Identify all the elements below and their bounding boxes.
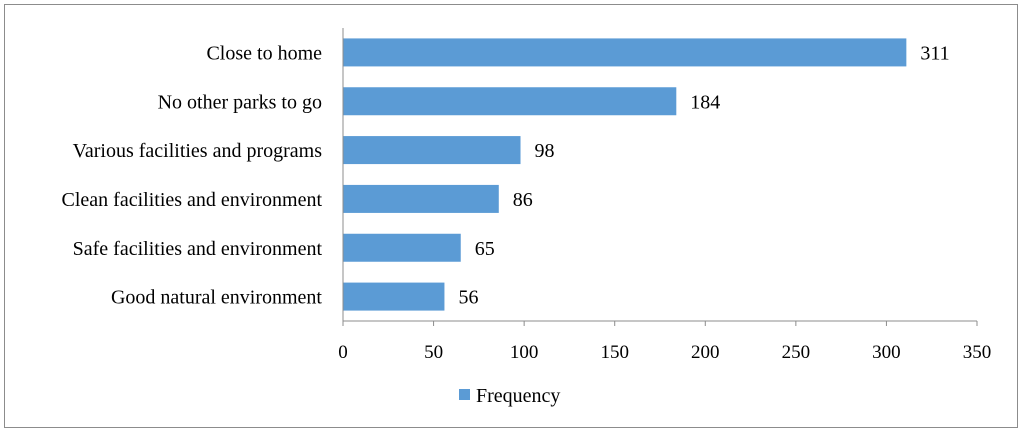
axis-layer: Close to home 311 No other parks to go 184 V…	[62, 28, 992, 363]
bar	[343, 282, 445, 311]
x-tick-label: 350	[963, 342, 992, 363]
category-label: Various facilities and programs	[73, 140, 323, 162]
x-tick-label: 300	[872, 342, 901, 363]
category-label: Safe facilities and environment	[73, 238, 323, 260]
category-label: Good natural environment	[111, 287, 322, 309]
bars-layer	[343, 38, 907, 311]
x-tick-label: 150	[600, 342, 629, 363]
data-label: 65	[475, 238, 495, 260]
legend-swatch	[459, 389, 470, 400]
x-tick-label: 0	[338, 342, 348, 363]
chart-frame	[4, 4, 1018, 428]
bar	[343, 184, 499, 213]
data-label: 86	[513, 189, 533, 211]
data-label: 311	[920, 42, 949, 64]
legend: Frequency	[459, 385, 560, 407]
category-label: Clean facilities and environment	[62, 189, 323, 211]
bar	[343, 38, 907, 67]
category-label: Close to home	[206, 42, 322, 64]
category-label: No other parks to go	[158, 91, 322, 113]
data-label: 56	[458, 287, 478, 309]
legend-label: Frequency	[476, 385, 560, 407]
x-tick-label: 200	[691, 342, 720, 363]
bar	[343, 136, 521, 165]
data-label: 98	[535, 140, 555, 162]
x-tick-label: 50	[424, 342, 443, 363]
x-tick-label: 100	[510, 342, 539, 363]
bar	[343, 87, 677, 116]
bar	[343, 233, 461, 262]
x-tick-label: 250	[782, 342, 811, 363]
data-label: 184	[690, 91, 720, 113]
